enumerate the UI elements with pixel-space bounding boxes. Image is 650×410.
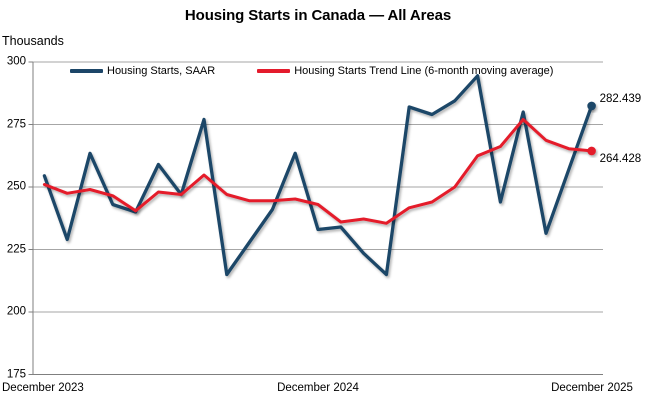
y-tick-label: 250 xyxy=(6,180,26,193)
chart-title: Housing Starts in Canada — All Areas xyxy=(184,7,452,24)
x-tick-label-dec-2024: December 2024 xyxy=(277,382,359,394)
x-tick-label-dec-2025: December 2025 xyxy=(551,382,633,394)
legend: Housing Starts, SAAR Housing Starts Tren… xyxy=(70,65,553,77)
y-tick-label: 225 xyxy=(6,242,26,255)
trend-line xyxy=(42,118,594,225)
trend-end-marker xyxy=(587,146,596,156)
saar-end-marker xyxy=(587,101,596,111)
legend-item-saar: Housing Starts, SAAR xyxy=(70,65,215,77)
x-tick-label-dec-2023: December 2023 xyxy=(2,382,84,394)
legend-label-saar: Housing Starts, SAAR xyxy=(107,65,216,77)
y-tick-label: 200 xyxy=(6,305,26,318)
legend-label-trend: Housing Starts Trend Line (6-month movin… xyxy=(294,65,554,77)
y-axis-unit-label: Thousands xyxy=(2,34,64,48)
data-label-trend-latest: 264.428 xyxy=(599,152,642,165)
data-label-saar-latest: 282.439 xyxy=(599,92,642,105)
legend-line-swatch-trend xyxy=(257,69,291,73)
y-tick-label: 275 xyxy=(6,117,26,130)
legend-item-trend: Housing Starts Trend Line (6-month movin… xyxy=(257,65,553,77)
legend-line-swatch-saar xyxy=(70,69,103,73)
y-tick-label: 300 xyxy=(6,55,26,68)
saar-line xyxy=(42,74,594,277)
y-tick-label: 175 xyxy=(6,367,26,380)
